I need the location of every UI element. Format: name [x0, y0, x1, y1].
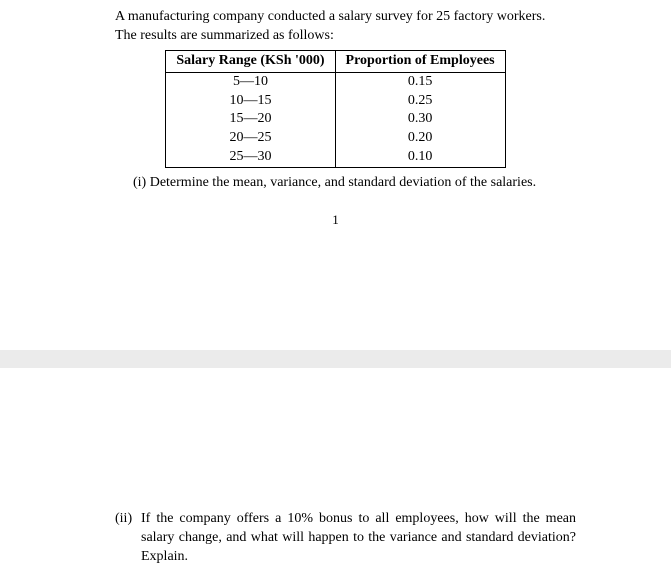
question-i: (i) Determine the mean, variance, and st… — [133, 174, 556, 193]
q2-text: If the company offers a 10% bonus to all… — [141, 510, 576, 567]
table-row: 15—20 0.30 — [166, 110, 505, 129]
page-number: 1 — [115, 211, 556, 229]
question-ii: (ii) If the company offers a 10% bonus t… — [115, 510, 576, 567]
intro-line-2: The results are summarized as follows: — [115, 28, 334, 43]
table-row: 5—10 0.15 — [166, 72, 505, 91]
q1-number: (i) — [133, 175, 146, 190]
page-upper: A manufacturing company conducted a sala… — [0, 0, 671, 229]
table-row: 25—30 0.10 — [166, 148, 505, 167]
q2-number: (ii) — [115, 510, 141, 567]
cell-range: 25—30 — [166, 148, 335, 167]
header-proportion: Proportion of Employees — [335, 50, 505, 72]
cell-prop: 0.15 — [335, 72, 505, 91]
cell-range: 20—25 — [166, 129, 335, 148]
cell-prop: 0.30 — [335, 110, 505, 129]
table-header-row: Salary Range (KSh '000) Proportion of Em… — [166, 50, 505, 72]
cell-prop: 0.10 — [335, 148, 505, 167]
intro-line-1: A manufacturing company conducted a sala… — [115, 9, 545, 24]
cell-range: 10—15 — [166, 92, 335, 111]
intro-paragraph: A manufacturing company conducted a sala… — [115, 8, 556, 46]
cell-range: 15—20 — [166, 110, 335, 129]
q1-text: Determine the mean, variance, and standa… — [150, 175, 536, 190]
cell-prop: 0.25 — [335, 92, 505, 111]
salary-table: Salary Range (KSh '000) Proportion of Em… — [165, 50, 505, 168]
header-salary-range: Salary Range (KSh '000) — [166, 50, 335, 72]
table-row: 20—25 0.20 — [166, 129, 505, 148]
page-separator — [0, 350, 671, 368]
cell-prop: 0.20 — [335, 129, 505, 148]
cell-range: 5—10 — [166, 72, 335, 91]
table-row: 10—15 0.25 — [166, 92, 505, 111]
